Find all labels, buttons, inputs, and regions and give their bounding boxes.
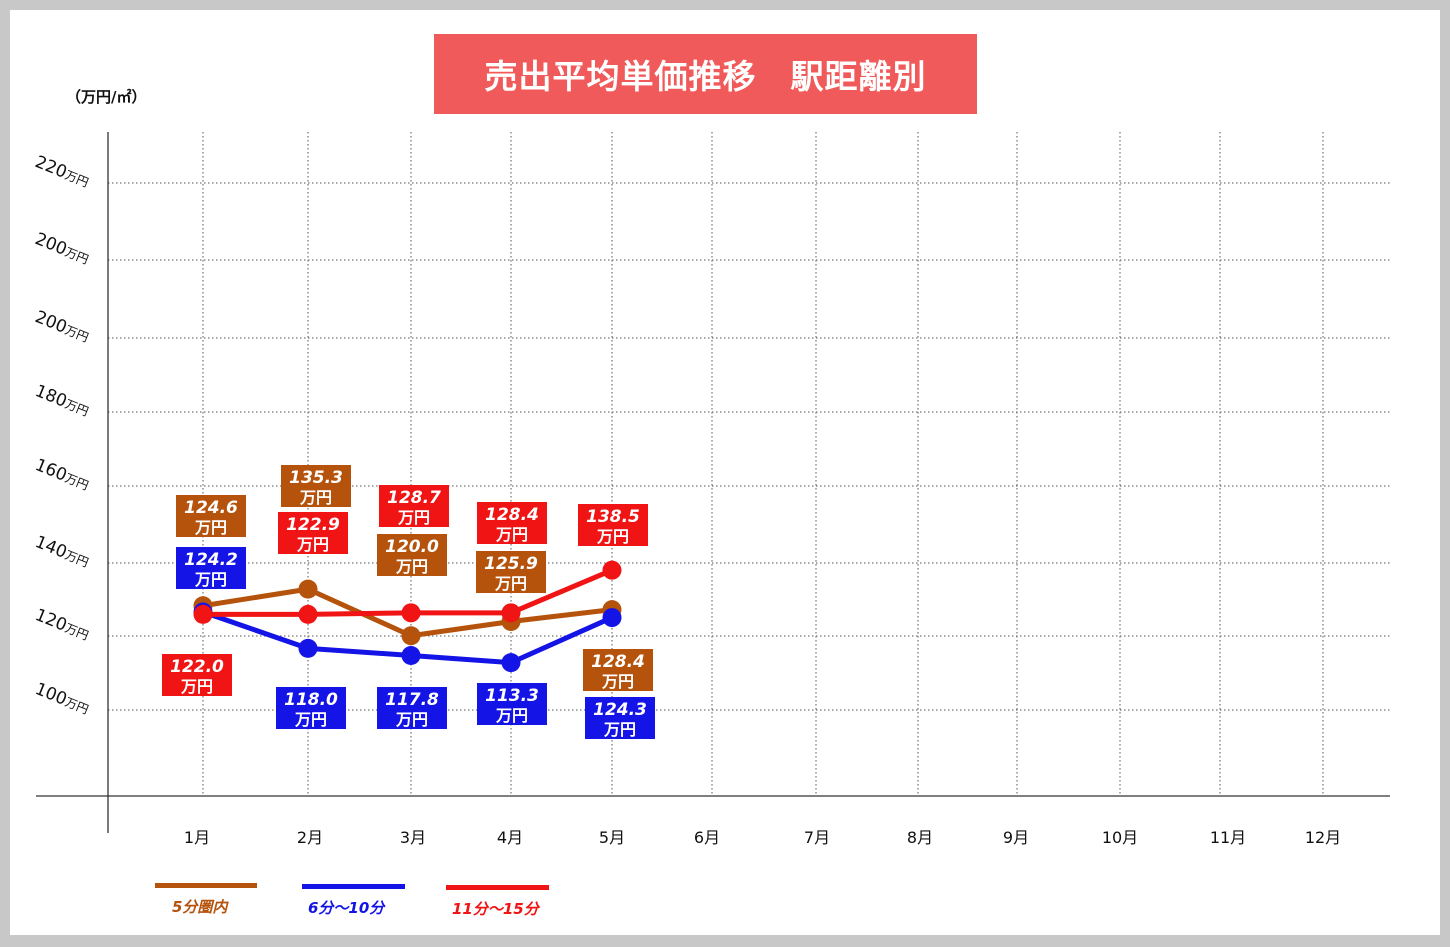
x-tick-label: 7月 [804, 828, 830, 847]
y-tick-label: 140万円 [32, 532, 92, 572]
data-point-marker [298, 638, 318, 658]
data-label-box [276, 687, 346, 729]
data-label: 124.3 [593, 700, 647, 720]
data-label-unit: 万円 [296, 535, 329, 554]
data-point-marker [602, 608, 622, 628]
data-label: 117.8 [385, 690, 439, 710]
x-tick-label: 1月 [184, 828, 210, 847]
chart-title-box: 売出平均単価推移 駅距離別 [434, 34, 977, 114]
data-point-marker [401, 626, 421, 646]
x-tick-label: 11月 [1210, 828, 1246, 847]
data-label-box [377, 534, 447, 576]
data-label: 128.7 [387, 488, 441, 508]
y-tick-label: 200万円 [32, 307, 92, 347]
data-label: 135.3 [289, 468, 343, 488]
legend-swatch [302, 884, 405, 889]
data-label: 125.9 [484, 554, 538, 574]
data-label-box [585, 697, 655, 739]
data-label: 124.2 [184, 550, 238, 570]
chart-title: 売出平均単価推移 駅距離別 [484, 57, 927, 96]
data-label-box [377, 687, 447, 729]
x-tick-label: 2月 [297, 828, 323, 847]
data-label-unit: 万円 [194, 570, 227, 589]
data-label-unit: 万円 [495, 706, 528, 725]
chart-frame [10, 10, 1440, 935]
y-tick-label: 160万円 [32, 455, 92, 495]
y-tick-label: 180万円 [32, 381, 92, 421]
legend-item: 5分圏内 [155, 883, 257, 919]
data-label-unit: 万円 [397, 508, 430, 527]
x-tick-label: 4月 [497, 828, 523, 847]
data-label-box [477, 502, 547, 544]
data-label: 122.9 [286, 515, 340, 535]
data-label: 118.0 [284, 690, 338, 710]
data-point-marker [193, 604, 213, 624]
data-point-marker [602, 560, 622, 580]
data-label-unit: 万円 [495, 525, 528, 544]
data-point-marker [298, 579, 318, 599]
data-label-box [278, 512, 348, 554]
data-label-box [476, 551, 546, 593]
y-tick-label: 120万円 [32, 605, 92, 645]
data-label-box [379, 485, 449, 527]
data-label-unit: 万円 [395, 710, 428, 729]
x-tick-label: 12月 [1305, 828, 1341, 847]
data-label: 113.3 [485, 686, 539, 706]
data-label-unit: 万円 [603, 720, 636, 739]
data-label-unit: 万円 [601, 672, 634, 691]
y-axis-unit-label: （万円/㎡） [66, 88, 147, 106]
data-point-marker [501, 603, 521, 623]
x-tick-label: 8月 [907, 828, 933, 847]
data-label-unit: 万円 [194, 518, 227, 537]
legend-label: 11分～15分 [452, 900, 539, 918]
data-point-marker [298, 604, 318, 624]
data-label: 128.4 [485, 505, 539, 525]
data-label-box [583, 649, 653, 691]
legend-swatch [155, 883, 257, 888]
data-label-unit: 万円 [299, 488, 332, 507]
x-tick-label: 9月 [1003, 828, 1029, 847]
data-label: 138.5 [586, 507, 640, 527]
legend-swatch [446, 885, 549, 890]
legend-item: 11分～15分 [446, 885, 549, 921]
data-label-unit: 万円 [294, 710, 327, 729]
legend-label: 6分～10分 [308, 899, 385, 917]
data-label-unit: 万円 [494, 574, 527, 593]
data-label: 120.0 [385, 537, 439, 557]
x-tick-label: 10月 [1102, 828, 1138, 847]
data-label-unit: 万円 [596, 527, 629, 546]
legend-item: 6分～10分 [302, 884, 405, 920]
data-label-box [162, 654, 232, 696]
legend-label: 5分圏内 [172, 898, 228, 916]
x-tick-label: 5月 [599, 828, 625, 847]
data-point-marker [501, 653, 521, 673]
x-tick-label: 3月 [400, 828, 426, 847]
data-label-unit: 万円 [180, 677, 213, 696]
data-label-box [281, 465, 351, 507]
y-tick-label: 220万円 [32, 152, 92, 192]
y-tick-label: 100万円 [32, 679, 92, 719]
data-label: 124.6 [184, 498, 238, 518]
data-point-marker [401, 645, 421, 665]
data-label: 128.4 [591, 652, 645, 672]
x-tick-label: 6月 [694, 828, 720, 847]
data-label: 122.0 [170, 657, 224, 677]
data-label-unit: 万円 [395, 557, 428, 576]
data-point-marker [401, 603, 421, 623]
data-label-box [176, 547, 246, 589]
data-label-box [477, 683, 547, 725]
data-label-box [176, 495, 246, 537]
y-tick-label: 200万円 [32, 229, 92, 269]
data-label-box [578, 504, 648, 546]
